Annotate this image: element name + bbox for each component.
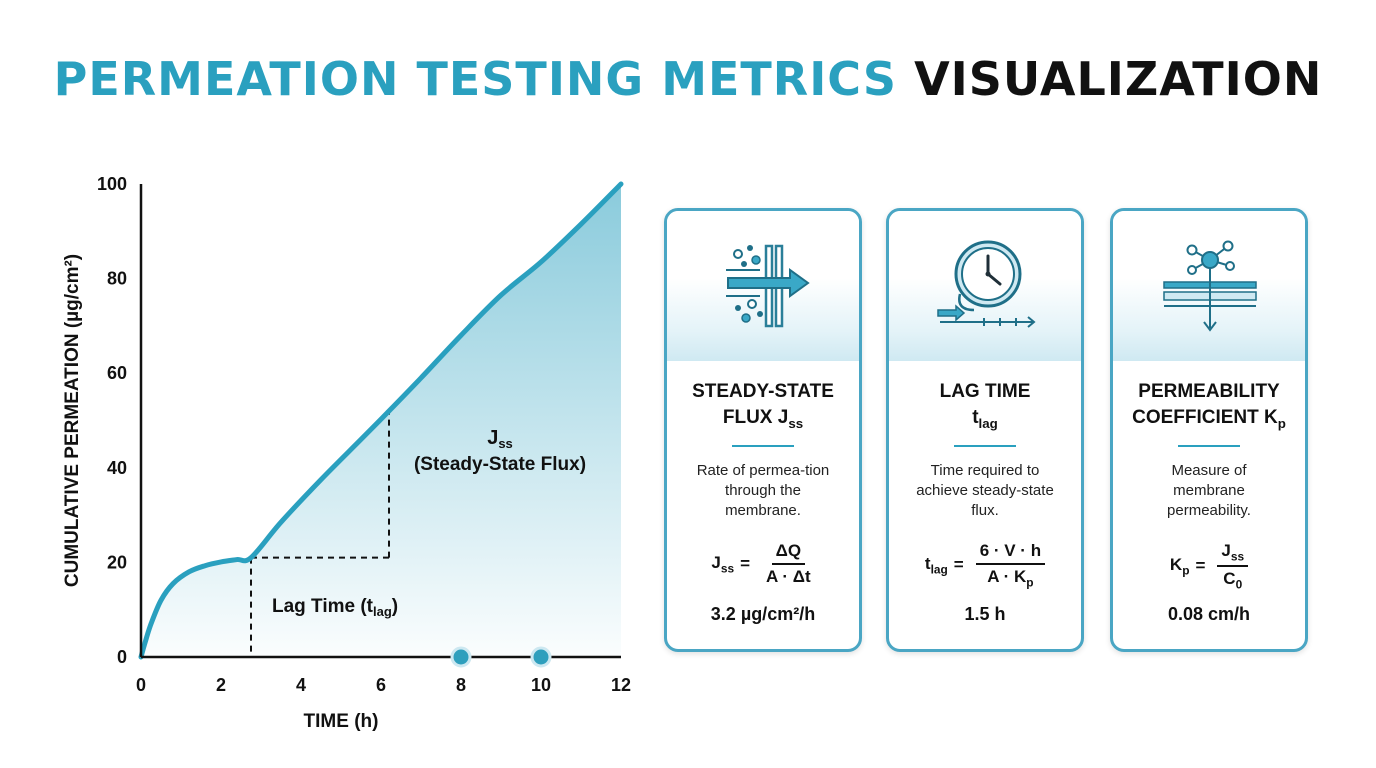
title-underline <box>954 444 1016 447</box>
card-steady-state-flux: STEADY-STATE FLUX Jss Rate of permea-tio… <box>664 208 862 652</box>
card-value: 1.5 h <box>964 604 1006 624</box>
x-tick-label: 12 <box>611 675 631 695</box>
x-tick-label: 0 <box>136 675 146 695</box>
x-tick-labels: 0 2 4 6 8 10 12 <box>136 675 631 695</box>
y-tick-labels: 0 20 40 60 80 100 <box>97 174 127 667</box>
y-tick-label: 60 <box>107 363 127 383</box>
x-tick-label: 10 <box>531 675 551 695</box>
card-title-line2: FLUX Jss <box>722 407 804 431</box>
card-description: Rate of permea-tion through the membrane… <box>696 461 830 519</box>
card-icon-area <box>889 211 1081 361</box>
y-tick-label: 40 <box>107 458 127 478</box>
card-title: STEADY-STATE FLUX Jss <box>667 379 859 437</box>
card-title-line1: LAG TIME <box>939 381 1031 402</box>
card-icon-area <box>667 211 859 361</box>
x-tick-label: 8 <box>456 675 466 695</box>
card-title-line1: PERMEABILITY <box>1138 381 1280 402</box>
jss-annotation-text: (Steady-State Flux) <box>414 454 586 475</box>
card-title-line1: STEADY-STATE <box>692 381 834 402</box>
y-tick-label: 80 <box>107 269 127 289</box>
x-axis-marker <box>450 646 472 668</box>
title-underline <box>732 444 794 447</box>
molecule-membrane-icon <box>1163 240 1257 332</box>
title-underline <box>1178 444 1240 447</box>
title-dark: VISUALIZATION <box>914 52 1323 106</box>
permeation-chart: 0 20 40 60 80 100 0 2 4 6 8 10 12 TIME (h) CUMULATI… <box>62 174 631 732</box>
x-tick-label: 4 <box>296 675 306 695</box>
card-value: 3.2 µg/cm²/h <box>710 604 816 624</box>
x-tick-label: 2 <box>216 675 226 695</box>
card-icon-area <box>1113 211 1305 361</box>
card-value: 0.08 cm/h <box>1167 604 1251 624</box>
jss-annotation-symbol: Jss <box>487 427 513 451</box>
clock-timeline-icon <box>937 240 1036 328</box>
card-formula: Jss = ΔQ A · Δt <box>711 540 811 586</box>
y-tick-label: 0 <box>117 647 127 667</box>
card-lag-time: LAG TIME tlag Time required to achieve s… <box>886 208 1084 652</box>
x-tick-label: 6 <box>376 675 386 695</box>
permeation-curve <box>138 181 624 660</box>
y-tick-label: 20 <box>107 552 127 572</box>
title-accent: PERMEATION TESTING METRICS <box>53 52 898 106</box>
card-title: PERMEABILITY COEFFICIENT Kp <box>1113 379 1305 437</box>
card-permeability-coefficient: PERMEABILITY COEFFICIENT Kp Measure of m… <box>1110 208 1308 652</box>
y-tick-label: 100 <box>97 174 127 194</box>
lag-time-annotation: Lag Time (tlag) <box>272 596 398 619</box>
card-formula: Kp = Jss C0 <box>1113 541 1305 592</box>
x-axis-marker <box>530 646 552 668</box>
x-axis-label: TIME (h) <box>304 711 379 732</box>
card-title-line2: COEFFICIENT Kp <box>1132 407 1286 431</box>
card-description: Time required to achieve steady-state fl… <box>916 461 1054 519</box>
annotation-guides <box>250 411 390 657</box>
card-title-line2: tlag <box>972 407 998 431</box>
y-axis-label: CUMULATIVE PERMEATION (µg/cm²) <box>62 254 83 587</box>
page-title: PERMEATION TESTING METRICS VISUALIZATION <box>0 52 1376 106</box>
x-axis-markers <box>450 646 552 668</box>
card-title: LAG TIME tlag <box>889 379 1081 437</box>
card-description: Measure of membrane permeability. <box>1167 461 1251 519</box>
membrane-flux-icon <box>726 244 810 328</box>
